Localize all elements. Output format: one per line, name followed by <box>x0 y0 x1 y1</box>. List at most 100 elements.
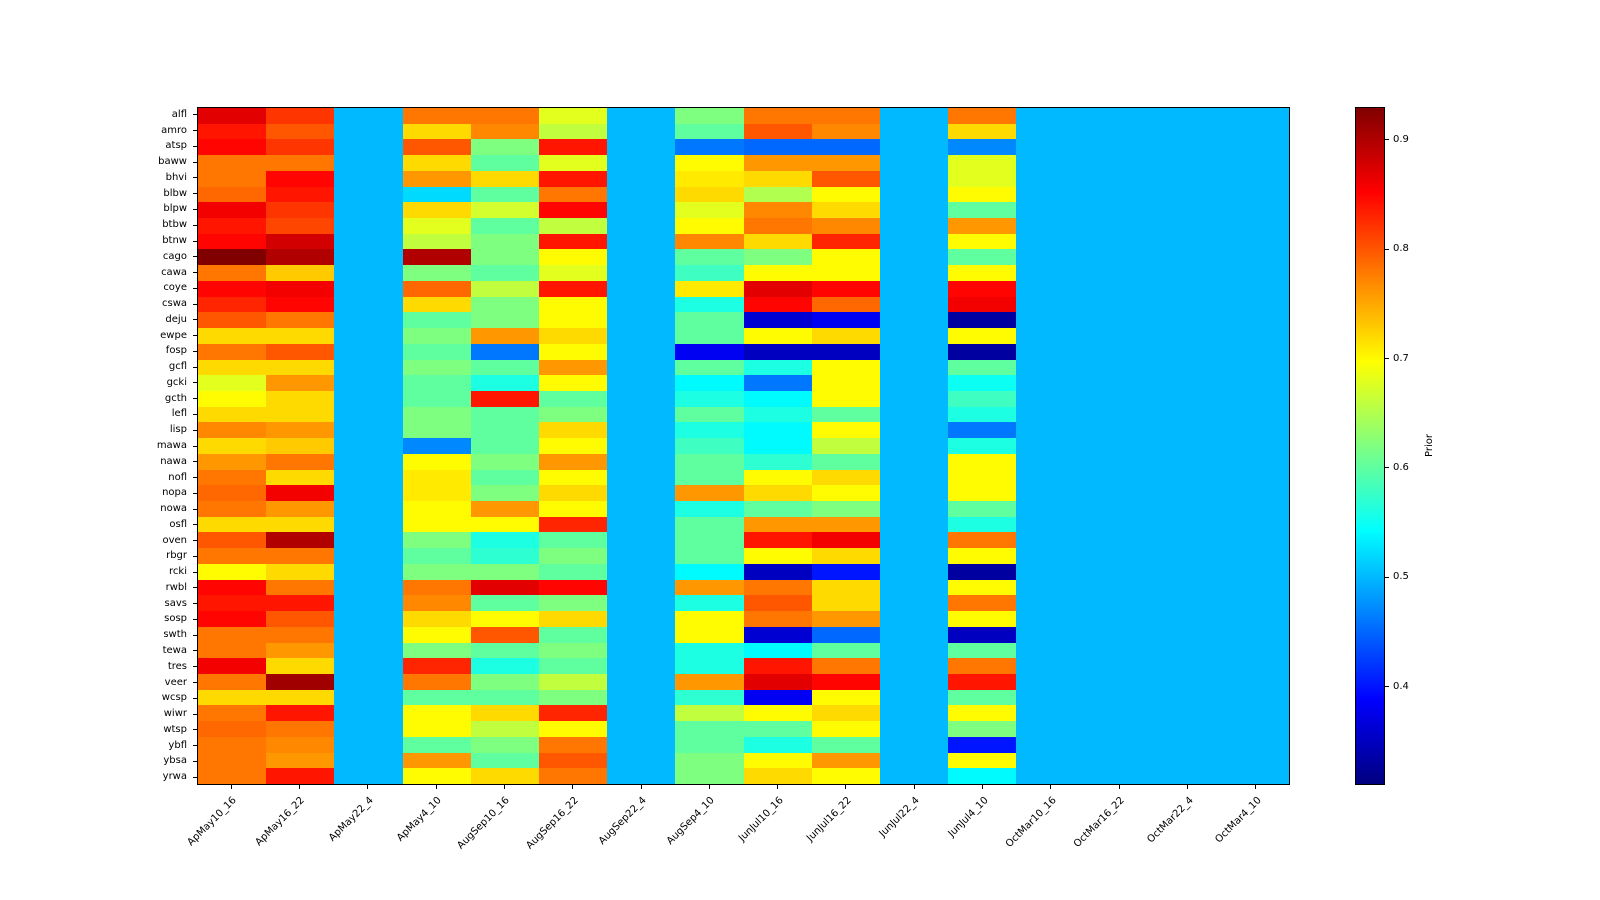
y-tick-label: coye <box>163 282 187 294</box>
heatmap-cell <box>266 186 335 203</box>
heatmap-cell <box>879 642 949 659</box>
heatmap-cell <box>811 579 880 596</box>
heatmap-cell <box>334 249 403 266</box>
heatmap-cell <box>1016 139 1085 156</box>
heatmap-cell <box>198 343 267 360</box>
heatmap-cell <box>675 280 744 297</box>
heatmap-cell <box>402 721 471 737</box>
y-tick-label: deju <box>165 313 187 325</box>
heatmap-cell <box>1220 312 1289 329</box>
heatmap-cell <box>811 595 880 612</box>
heatmap-cell <box>607 705 676 722</box>
heatmap-cell <box>1220 296 1289 313</box>
heatmap-cell <box>266 359 335 376</box>
heatmap-cell <box>470 202 539 219</box>
heatmap-cell <box>402 469 471 486</box>
heatmap-cell <box>879 406 949 423</box>
y-tick-mark <box>193 114 197 116</box>
y-tick-label: tewa <box>162 644 187 656</box>
heatmap-cell <box>743 296 812 313</box>
heatmap-cell <box>948 548 1017 564</box>
y-tick-mark <box>193 760 197 762</box>
heatmap-cell <box>948 532 1017 549</box>
heatmap-cell <box>1152 438 1221 454</box>
heatmap-cell <box>607 469 676 486</box>
heatmap-cell <box>470 422 539 439</box>
y-tick-label: mawa <box>156 440 187 451</box>
heatmap-cell <box>1152 453 1221 470</box>
heatmap-cell <box>334 375 403 391</box>
heatmap-cell <box>607 501 676 517</box>
heatmap-cell <box>538 516 608 533</box>
heatmap-cell <box>743 595 812 612</box>
heatmap-cell <box>1016 186 1085 203</box>
heatmap-cell <box>470 390 539 407</box>
heatmap-cell <box>675 532 744 549</box>
heatmap-cell <box>334 768 403 784</box>
heatmap-cell <box>538 108 608 124</box>
heatmap-cell <box>1016 469 1085 486</box>
y-tick-label: nofl <box>168 471 187 483</box>
heatmap-cell <box>811 752 880 769</box>
heatmap-cell <box>811 642 880 659</box>
heatmap-cell <box>948 312 1017 329</box>
heatmap-cell <box>1220 390 1289 407</box>
heatmap-cell <box>675 312 744 329</box>
heatmap-cell <box>198 249 267 266</box>
heatmap-cell <box>675 249 744 266</box>
heatmap-cell <box>1152 658 1221 674</box>
x-tick-mark <box>1050 785 1052 789</box>
heatmap-cell <box>743 406 812 423</box>
heatmap-cell <box>811 280 880 297</box>
heatmap-cell <box>743 359 812 376</box>
heatmap-cell <box>334 563 403 580</box>
heatmap-cell <box>675 359 744 376</box>
heatmap-cell <box>811 626 880 643</box>
heatmap-cell <box>470 343 539 360</box>
heatmap-cell <box>607 721 676 737</box>
heatmap-cell <box>811 359 880 376</box>
y-tick-mark <box>193 177 197 179</box>
heatmap-cell <box>811 422 880 439</box>
heatmap-cell <box>1152 139 1221 156</box>
heatmap-cell <box>198 626 267 643</box>
heatmap-cell <box>1084 563 1153 580</box>
x-tick-mark <box>1187 785 1189 789</box>
heatmap-cell <box>470 705 539 722</box>
heatmap-cell <box>879 501 949 517</box>
heatmap-cell <box>743 768 812 784</box>
heatmap-cell <box>402 768 471 784</box>
heatmap-cell <box>1152 673 1221 690</box>
heatmap-cell <box>1016 532 1085 549</box>
heatmap-cell <box>402 485 471 502</box>
heatmap-cell <box>470 453 539 470</box>
heatmap-cell <box>334 673 403 690</box>
heatmap-cell <box>1220 673 1289 690</box>
heatmap-cell <box>811 375 880 391</box>
heatmap-cell <box>402 516 471 533</box>
heatmap-cell <box>948 280 1017 297</box>
heatmap-cell <box>879 689 949 706</box>
heatmap-cell <box>811 328 880 344</box>
heatmap-cell <box>402 642 471 659</box>
heatmap-cell <box>1084 516 1153 533</box>
heatmap-cell <box>1084 328 1153 344</box>
heatmap-cell <box>470 218 539 234</box>
heatmap-cell <box>1016 312 1085 329</box>
heatmap-cell <box>334 579 403 596</box>
heatmap-cell <box>675 563 744 580</box>
heatmap-cell <box>470 406 539 423</box>
heatmap-cell <box>402 296 471 313</box>
x-tick-mark <box>230 785 232 789</box>
heatmap-cell <box>879 422 949 439</box>
heatmap-cell <box>1016 249 1085 266</box>
heatmap-cell <box>334 736 403 753</box>
heatmap-cell <box>538 689 608 706</box>
heatmap-cell <box>879 265 949 281</box>
y-tick-label: btnw <box>162 235 187 247</box>
heatmap-cell <box>198 673 267 690</box>
heatmap-cell <box>538 768 608 784</box>
heatmap-cell <box>811 218 880 234</box>
heatmap-cell <box>607 375 676 391</box>
heatmap-cell <box>743 280 812 297</box>
